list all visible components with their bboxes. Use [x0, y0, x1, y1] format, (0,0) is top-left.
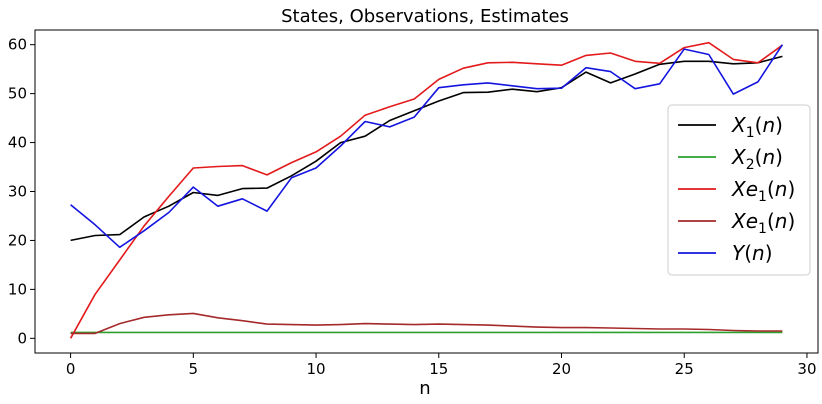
x-tick-label: 0 — [66, 360, 76, 378]
y-tick-label: 30 — [8, 183, 27, 201]
x-tick-label: 20 — [552, 360, 571, 378]
x-tick-label: 25 — [675, 360, 694, 378]
x-axis: 0 5 10 15 20 25 30 — [66, 353, 817, 378]
y-tick-label: 0 — [17, 329, 27, 347]
legend-label: X1(n) — [731, 113, 783, 141]
y-tick-label: 40 — [8, 134, 27, 152]
x-tick-label: 10 — [306, 360, 325, 378]
legend-label: X2(n) — [731, 145, 783, 173]
legend-label: Xe1(n) — [731, 177, 795, 205]
x-tick-label: 30 — [797, 360, 816, 378]
y-tick-label: 50 — [8, 85, 27, 103]
y-tick-label: 10 — [8, 280, 27, 298]
y-tick-label: 20 — [8, 231, 27, 249]
series-line-3 — [69, 41, 783, 339]
series-line-1 — [70, 55, 783, 242]
legend-label: Y(n) — [732, 241, 773, 265]
chart-title: States, Observations, Estimates — [281, 6, 569, 27]
legend-box — [667, 104, 811, 276]
series-line-4 — [70, 312, 783, 335]
legend: X1(n) X2(n) Xe1(n) Xe1(n) Y(n) — [667, 104, 811, 276]
x-tick-label: 15 — [429, 360, 448, 378]
x-axis-label: n — [419, 378, 430, 399]
series-line-5 — [70, 44, 784, 249]
y-tick-label: 60 — [8, 36, 27, 54]
legend-label: Xe1(n) — [731, 209, 795, 237]
y-axis: 0 10 20 30 40 50 60 — [8, 36, 35, 347]
plot-lines — [69, 41, 784, 339]
x-tick-label: 5 — [189, 360, 199, 378]
